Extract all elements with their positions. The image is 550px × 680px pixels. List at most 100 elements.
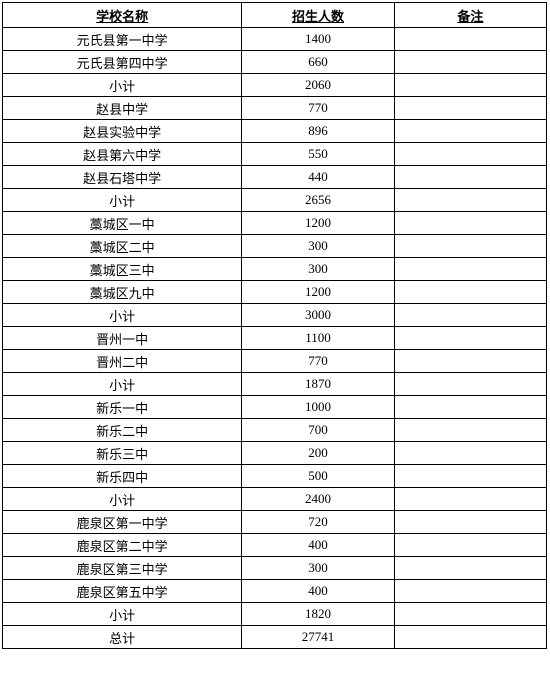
- cell-enrollment: 300: [242, 258, 394, 281]
- cell-note: [394, 350, 546, 373]
- cell-note: [394, 373, 546, 396]
- cell-note: [394, 143, 546, 166]
- cell-enrollment: 770: [242, 350, 394, 373]
- cell-enrollment: 550: [242, 143, 394, 166]
- cell-enrollment: 440: [242, 166, 394, 189]
- cell-enrollment: 1200: [242, 281, 394, 304]
- cell-note: [394, 557, 546, 580]
- cell-note: [394, 51, 546, 74]
- cell-school-name: 藁城区三中: [3, 258, 242, 281]
- table-row: 赵县中学770: [3, 97, 547, 120]
- table-row: 赵县石塔中学440: [3, 166, 547, 189]
- table-body: 元氏县第一中学1400元氏县第四中学660小计2060赵县中学770赵县实验中学…: [3, 28, 547, 649]
- cell-note: [394, 327, 546, 350]
- cell-school-name: 鹿泉区第一中学: [3, 511, 242, 534]
- cell-school-name: 小计: [3, 488, 242, 511]
- cell-note: [394, 74, 546, 97]
- cell-school-name: 赵县石塔中学: [3, 166, 242, 189]
- cell-note: [394, 488, 546, 511]
- cell-enrollment: 720: [242, 511, 394, 534]
- cell-enrollment: 3000: [242, 304, 394, 327]
- cell-school-name: 赵县第六中学: [3, 143, 242, 166]
- cell-school-name: 晋州二中: [3, 350, 242, 373]
- cell-note: [394, 28, 546, 51]
- cell-school-name: 晋州一中: [3, 327, 242, 350]
- cell-enrollment: 1870: [242, 373, 394, 396]
- table-row: 晋州二中770: [3, 350, 547, 373]
- cell-school-name: 元氏县第四中学: [3, 51, 242, 74]
- cell-note: [394, 396, 546, 419]
- cell-note: [394, 442, 546, 465]
- cell-school-name: 总计: [3, 626, 242, 649]
- cell-note: [394, 534, 546, 557]
- table-row: 鹿泉区第二中学400: [3, 534, 547, 557]
- table-row: 小计1820: [3, 603, 547, 626]
- cell-enrollment: 2656: [242, 189, 394, 212]
- cell-school-name: 赵县实验中学: [3, 120, 242, 143]
- cell-note: [394, 626, 546, 649]
- cell-note: [394, 304, 546, 327]
- table-row: 藁城区九中1200: [3, 281, 547, 304]
- table-row: 新乐三中200: [3, 442, 547, 465]
- cell-note: [394, 97, 546, 120]
- cell-enrollment: 300: [242, 235, 394, 258]
- table-row: 藁城区二中300: [3, 235, 547, 258]
- table-row: 元氏县第一中学1400: [3, 28, 547, 51]
- cell-enrollment: 400: [242, 534, 394, 557]
- cell-enrollment: 1400: [242, 28, 394, 51]
- cell-school-name: 小计: [3, 603, 242, 626]
- table-row: 鹿泉区第一中学720: [3, 511, 547, 534]
- cell-school-name: 新乐四中: [3, 465, 242, 488]
- cell-enrollment: 1200: [242, 212, 394, 235]
- cell-enrollment: 1000: [242, 396, 394, 419]
- cell-school-name: 藁城区二中: [3, 235, 242, 258]
- table-row: 藁城区一中1200: [3, 212, 547, 235]
- table-row: 藁城区三中300: [3, 258, 547, 281]
- table-row: 鹿泉区第三中学300: [3, 557, 547, 580]
- cell-enrollment: 2060: [242, 74, 394, 97]
- table-row: 新乐一中1000: [3, 396, 547, 419]
- cell-note: [394, 258, 546, 281]
- cell-school-name: 鹿泉区第二中学: [3, 534, 242, 557]
- cell-school-name: 赵县中学: [3, 97, 242, 120]
- cell-note: [394, 120, 546, 143]
- cell-note: [394, 511, 546, 534]
- cell-enrollment: 896: [242, 120, 394, 143]
- cell-school-name: 藁城区一中: [3, 212, 242, 235]
- cell-note: [394, 419, 546, 442]
- table-row: 总计27741: [3, 626, 547, 649]
- cell-school-name: 鹿泉区第三中学: [3, 557, 242, 580]
- cell-school-name: 小计: [3, 304, 242, 327]
- table-row: 新乐二中700: [3, 419, 547, 442]
- cell-note: [394, 212, 546, 235]
- cell-school-name: 小计: [3, 189, 242, 212]
- table-row: 鹿泉区第五中学400: [3, 580, 547, 603]
- table-row: 小计2656: [3, 189, 547, 212]
- table-row: 小计3000: [3, 304, 547, 327]
- cell-note: [394, 580, 546, 603]
- cell-school-name: 新乐三中: [3, 442, 242, 465]
- cell-enrollment: 1100: [242, 327, 394, 350]
- table-row: 小计2060: [3, 74, 547, 97]
- cell-school-name: 新乐二中: [3, 419, 242, 442]
- cell-note: [394, 189, 546, 212]
- cell-school-name: 元氏县第一中学: [3, 28, 242, 51]
- header-school-name: 学校名称: [3, 3, 242, 28]
- cell-note: [394, 465, 546, 488]
- table-row: 小计2400: [3, 488, 547, 511]
- cell-school-name: 新乐一中: [3, 396, 242, 419]
- table-row: 赵县实验中学896: [3, 120, 547, 143]
- cell-enrollment: 2400: [242, 488, 394, 511]
- table-row: 新乐四中500: [3, 465, 547, 488]
- cell-note: [394, 235, 546, 258]
- table-row: 赵县第六中学550: [3, 143, 547, 166]
- table-row: 晋州一中1100: [3, 327, 547, 350]
- cell-school-name: 小计: [3, 373, 242, 396]
- cell-enrollment: 1820: [242, 603, 394, 626]
- enrollment-table-container: 学校名称 招生人数 备注 元氏县第一中学1400元氏县第四中学660小计2060…: [2, 2, 547, 649]
- cell-enrollment: 300: [242, 557, 394, 580]
- enrollment-table: 学校名称 招生人数 备注 元氏县第一中学1400元氏县第四中学660小计2060…: [2, 2, 547, 649]
- cell-school-name: 小计: [3, 74, 242, 97]
- cell-enrollment: 500: [242, 465, 394, 488]
- cell-school-name: 藁城区九中: [3, 281, 242, 304]
